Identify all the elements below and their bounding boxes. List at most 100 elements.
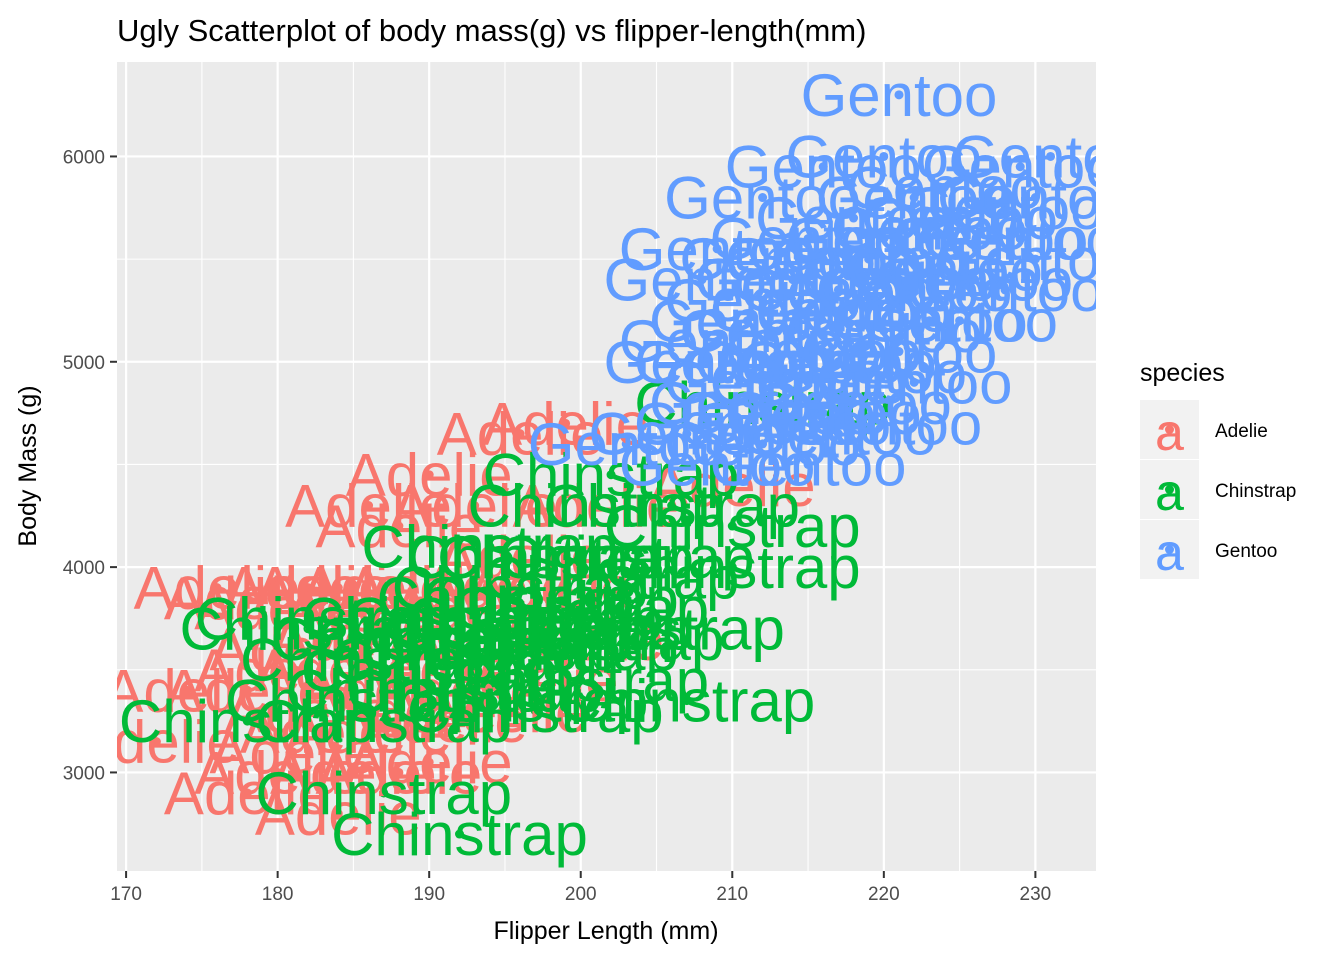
point-label: Chinstrap [558,668,815,735]
point-label: Adelie [285,473,452,540]
data-point [364,655,374,665]
point-label: Gentoo [604,329,801,396]
point-label: Gentoo [679,226,876,293]
data-point [288,644,298,654]
data-point [758,295,768,305]
y-axis-title: Body Mass (g) [14,385,42,546]
point-label: Chinstrap [286,657,543,724]
data-point [273,603,283,613]
data-point [348,767,358,777]
legend-key-dot [1165,485,1174,494]
point-label: Chinstrap [346,657,603,724]
point-label: Chinstrap [452,575,709,642]
data-point [545,583,555,593]
point-label: Chinstrap [437,524,694,591]
data-point [712,244,722,254]
point-label: Gentoo [725,226,922,293]
data-point [303,706,313,716]
legend-label: Chinstrap [1215,481,1296,502]
data-point [682,696,692,706]
data-point [894,347,904,357]
point-label: Adelie [73,709,240,776]
x-tick-label: 200 [565,884,597,905]
point-label: Adelie [194,575,361,642]
point-label: Chinstrap [331,627,588,694]
point-label: Chinstrap [119,688,376,755]
data-point [348,634,358,644]
data-points: AdelieAdelieAdelieAdelieAdelieAdelieAdel… [73,62,1149,868]
point-label: Gentoo [922,206,1119,273]
data-point [318,726,328,736]
point-label: Chinstrap [422,616,679,683]
data-point [151,737,161,747]
data-point [561,552,571,562]
point-label: Gentoo [649,288,846,355]
data-point [454,655,464,665]
point-label: Gentoo [740,257,937,324]
point-label: Gentoo [740,401,937,468]
data-point [788,357,798,367]
legend-label: Adelie [1215,421,1268,442]
point-label: Gentoo [952,123,1149,190]
data-point [182,685,192,695]
point-label: Adelie [225,678,392,745]
legend-key-dot [1165,545,1174,554]
data-point [561,624,571,634]
point-label: Gentoo [679,380,876,447]
data-point [379,685,389,695]
data-point [530,613,540,623]
point-label: Gentoo [619,431,816,498]
point-label: Gentoo [694,329,891,396]
data-point [439,624,449,634]
data-point [652,624,662,634]
data-point [439,716,449,726]
point-label: Adelie [512,473,679,540]
data-point [333,583,343,593]
point-label: Adelie [437,401,604,468]
point-label: Chinstrap [483,544,740,611]
point-label: Gentoo [861,288,1058,355]
point-label: Gentoo [725,380,922,447]
data-point [561,418,571,428]
data-point [894,90,904,100]
data-point [667,501,677,511]
point-label: Gentoo [831,288,1028,355]
point-label: Chinstrap [331,801,588,868]
data-point [833,285,843,295]
data-point [470,685,480,695]
point-label: Adelie [497,606,664,673]
data-point [1015,234,1025,244]
point-label: Adelie [209,719,376,786]
data-point [454,829,464,839]
point-label: Adelie [285,698,452,765]
data-point [591,501,601,511]
data-point [727,357,737,367]
point-label: Gentoo [619,308,816,375]
data-point [318,613,328,623]
data-point [833,429,843,439]
data-point [803,377,813,387]
x-tick-label: 230 [1020,884,1052,905]
point-label: Gentoo [755,277,952,344]
point-label: Chinstrap [361,616,618,683]
point-label: Gentoo [588,401,785,468]
data-point [758,377,768,387]
legend: species aAdelieaChinstrapaGentoo [1140,359,1296,582]
data-point [515,429,525,439]
point-label: Chinstrap [377,565,634,632]
data-point [849,305,859,315]
data-point [500,593,510,603]
point-label: Adelie [164,565,331,632]
point-label: Adelie [300,555,467,622]
point-label: Gentoo [816,165,1013,232]
data-point [424,757,434,767]
point-label: Adelie [346,555,513,622]
point-label: Gentoo [634,390,831,457]
point-label: Chinstrap [604,493,861,560]
data-point [909,377,919,387]
point-label: Adelie [331,678,498,745]
data-point [424,665,434,675]
legend-title: species [1140,359,1225,387]
point-label: Adelie [164,657,331,724]
